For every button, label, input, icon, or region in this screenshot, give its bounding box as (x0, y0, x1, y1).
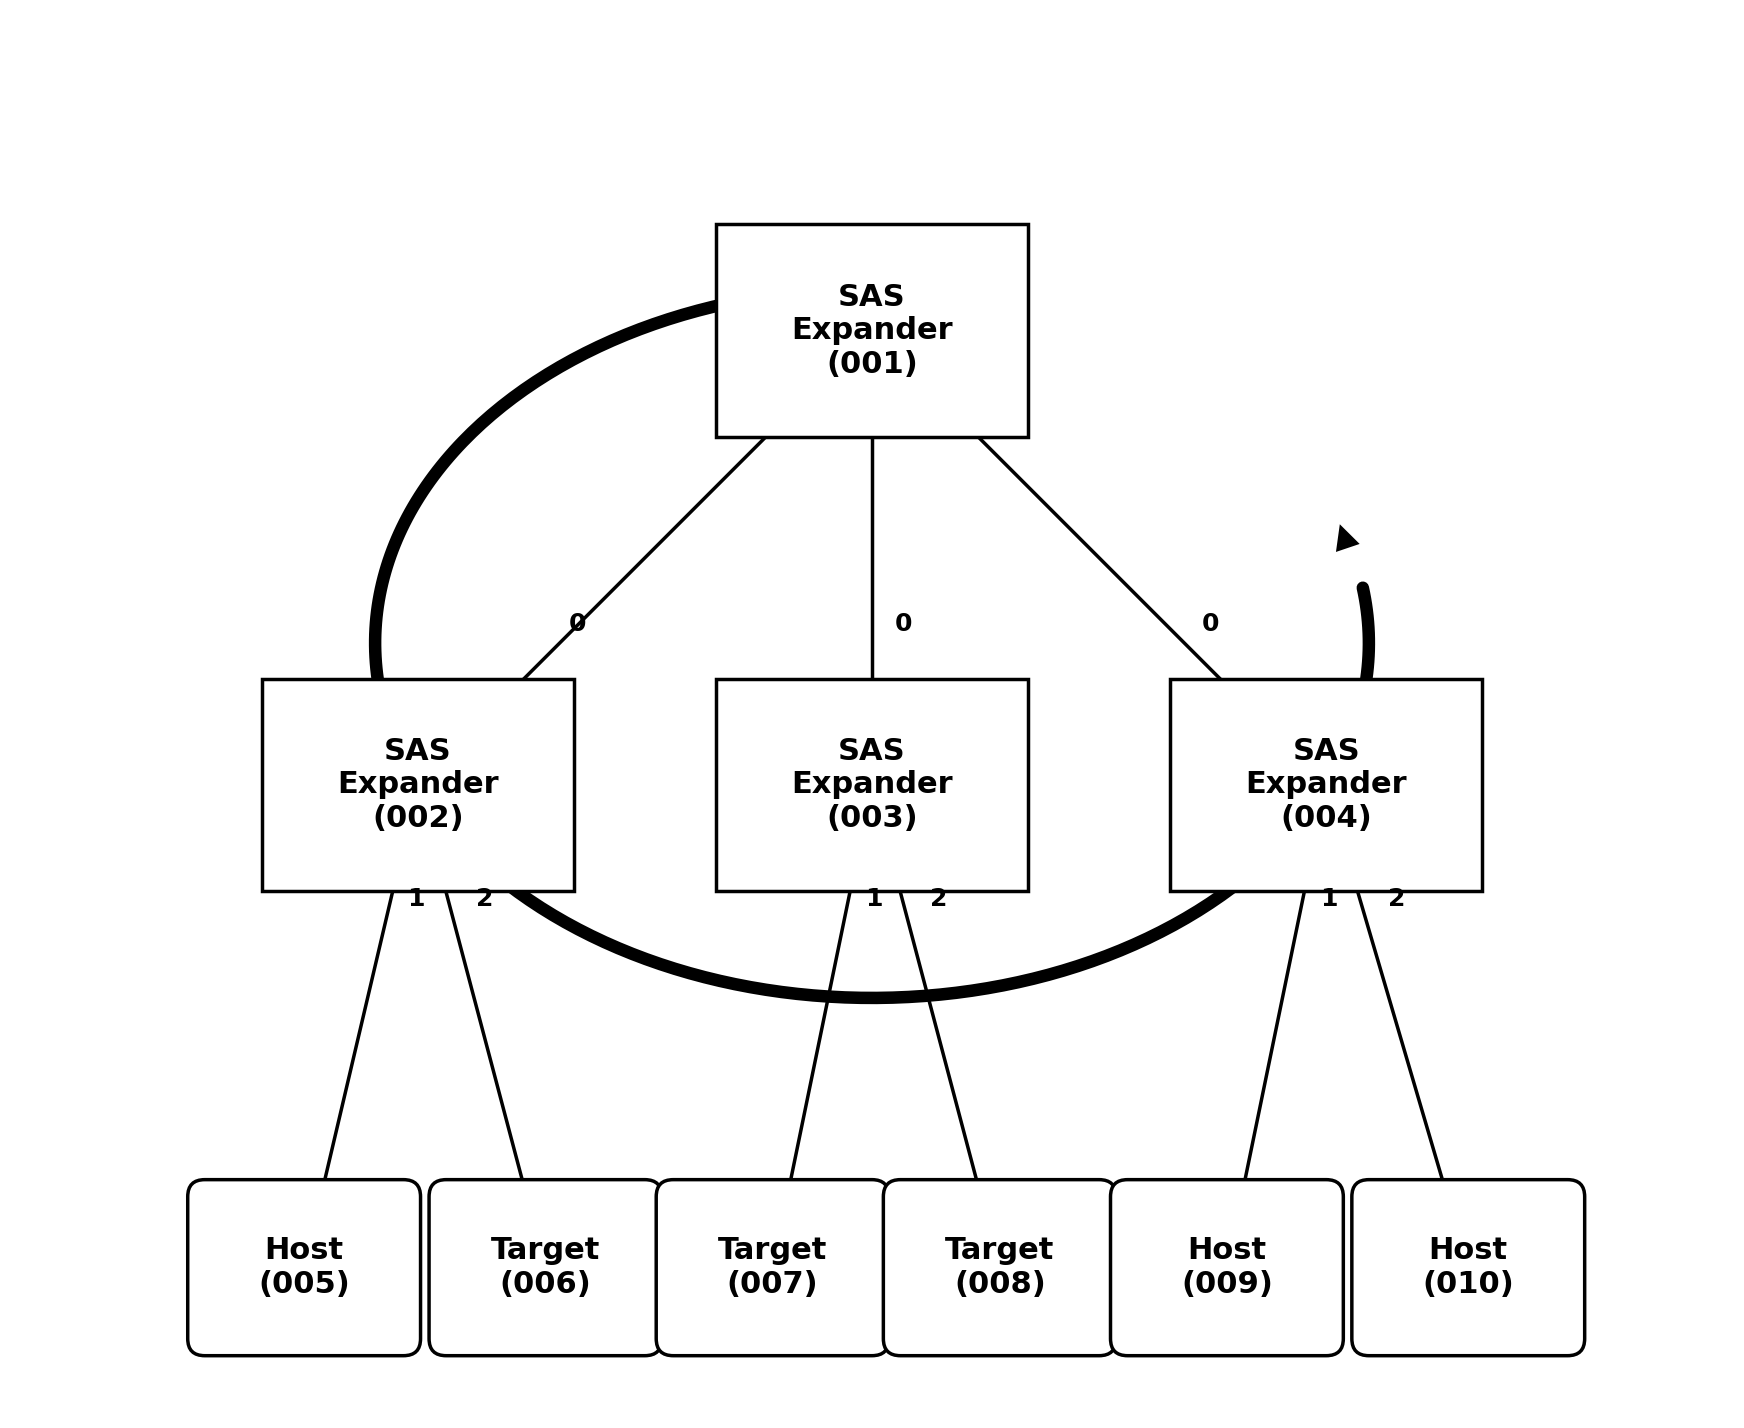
FancyBboxPatch shape (1111, 1180, 1343, 1355)
Text: 0: 0 (569, 611, 586, 635)
Text: Host
(009): Host (009) (1181, 1237, 1273, 1299)
Text: SAS
Expander
(004): SAS Expander (004) (1245, 737, 1407, 833)
FancyBboxPatch shape (715, 224, 1029, 437)
FancyBboxPatch shape (884, 1180, 1116, 1355)
Text: Target
(008): Target (008) (945, 1237, 1055, 1299)
Text: 2: 2 (476, 887, 494, 911)
FancyBboxPatch shape (715, 678, 1029, 891)
Text: SAS
Expander
(001): SAS Expander (001) (792, 283, 952, 378)
Text: Host
(010): Host (010) (1423, 1237, 1514, 1299)
Text: Host
(005): Host (005) (258, 1237, 351, 1299)
FancyBboxPatch shape (1352, 1180, 1585, 1355)
FancyBboxPatch shape (429, 1180, 663, 1355)
Text: 0: 0 (1202, 611, 1219, 635)
Text: 1: 1 (865, 887, 882, 911)
FancyBboxPatch shape (262, 678, 574, 891)
Text: Target
(007): Target (007) (719, 1237, 827, 1299)
Text: SAS
Expander
(002): SAS Expander (002) (337, 737, 499, 833)
Text: 0: 0 (895, 611, 912, 635)
Text: SAS
Expander
(003): SAS Expander (003) (792, 737, 952, 833)
Text: Target
(006): Target (006) (490, 1237, 600, 1299)
Text: 2: 2 (1388, 887, 1406, 911)
Text: 2: 2 (930, 887, 947, 911)
FancyBboxPatch shape (656, 1180, 889, 1355)
FancyBboxPatch shape (188, 1180, 420, 1355)
FancyBboxPatch shape (1170, 678, 1482, 891)
Text: 1: 1 (1320, 887, 1338, 911)
Text: 1: 1 (406, 887, 424, 911)
